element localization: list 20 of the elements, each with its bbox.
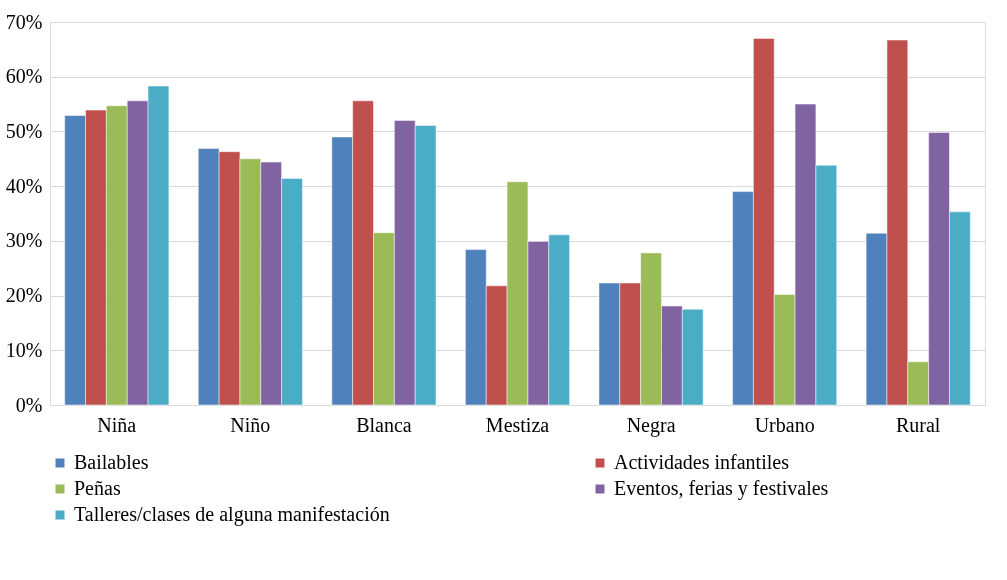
legend-label: Peñas xyxy=(74,477,121,499)
y-tick-label: 0% xyxy=(15,393,43,416)
y-tick-label: 60% xyxy=(5,65,43,88)
x-tick-label: Blanca xyxy=(356,413,412,436)
y-tick-label: 20% xyxy=(5,284,43,307)
y-tick-label: 50% xyxy=(5,119,43,142)
y-tick-label: 10% xyxy=(5,338,43,361)
x-tick-label: Rural xyxy=(896,413,941,436)
x-tick-label: Niña xyxy=(97,413,137,436)
legend-label: Bailables xyxy=(74,451,149,473)
x-tick-label: Negra xyxy=(626,413,676,437)
legend-label: Eventos, ferias y festivales xyxy=(614,477,829,500)
y-tick-label: 70% xyxy=(5,10,43,33)
x-tick-label: Mestiza xyxy=(485,413,550,436)
x-tick-label: Niño xyxy=(230,413,271,436)
y-tick-label: 30% xyxy=(5,229,43,252)
x-tick-label: Urbano xyxy=(754,413,815,436)
y-tick-label: 40% xyxy=(5,174,43,197)
legend-label: Actividades infantiles xyxy=(614,451,790,473)
legend-label: Talleres/clases de alguna manifestación xyxy=(74,503,390,526)
